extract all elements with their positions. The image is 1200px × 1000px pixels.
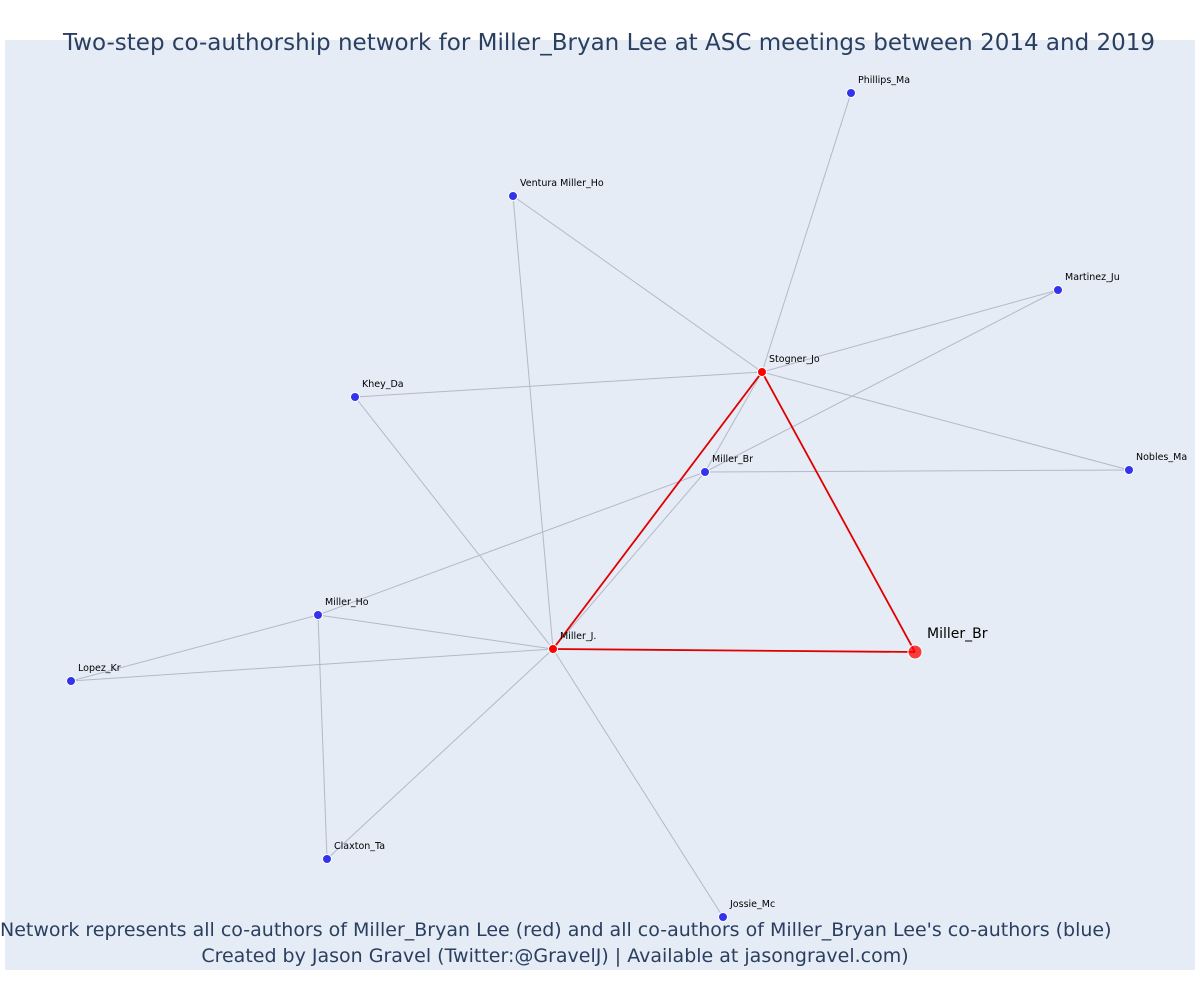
node-label-jossie: Jossie_Mc (729, 899, 775, 910)
node-label-millerbr2: Miller_Br (712, 454, 753, 465)
node-nobles[interactable] (1124, 465, 1134, 475)
node-label-martinez: Martinez_Ju (1065, 272, 1120, 283)
node-millerj[interactable] (548, 644, 558, 654)
edge-millerj-jossie (552, 648, 724, 918)
edge-millerbr2-martinez (704, 289, 1059, 473)
edge-millerbr2-nobles (704, 469, 1130, 473)
node-ego[interactable] (907, 644, 923, 660)
node-phillips[interactable] (846, 88, 856, 98)
edge-ego-millerj (552, 648, 916, 653)
node-label-ego: Miller_Br (927, 626, 988, 642)
node-lopez[interactable] (66, 676, 76, 686)
node-label-millerho: Miller_Ho (325, 597, 369, 608)
node-label-stogner: Stogner_Jo (769, 354, 820, 365)
edge-stogner-ventura (512, 195, 763, 373)
node-label-lopez: Lopez_Kr (78, 663, 121, 674)
caption-credits: Created by Jason Gravel (Twitter:@Gravel… (201, 945, 909, 967)
edge-ego-stogner (761, 371, 916, 653)
node-jossie[interactable] (718, 912, 728, 922)
node-stogner[interactable] (757, 367, 767, 377)
edge-stogner-phillips (761, 92, 852, 373)
node-label-millerj: Miller_J. (560, 631, 596, 642)
nodes-layer (66, 88, 1134, 922)
plot-background (5, 40, 1195, 970)
edge-millerj-millerho (317, 614, 554, 650)
edges-layer (70, 92, 1130, 918)
node-label-claxton: Claxton_Ta (334, 841, 385, 852)
edge-stogner-millerbr2 (704, 371, 763, 473)
edge-millerj-lopez (70, 648, 554, 682)
edge-millerj-claxton (326, 648, 554, 860)
node-claxton[interactable] (322, 854, 332, 864)
edge-millerj-millerbr2 (552, 471, 706, 650)
node-ventura[interactable] (508, 191, 518, 201)
node-label-nobles: Nobles_Ma (1136, 452, 1187, 463)
edge-stogner-nobles (761, 371, 1130, 471)
edge-millerj-khey (354, 396, 554, 650)
edge-millerho-lopez (70, 614, 319, 682)
node-millerho[interactable] (313, 610, 323, 620)
node-millerbr2[interactable] (700, 467, 710, 477)
labels-layer: Miller_Br Stogner_Jo Miller_J. Phillips_Ma V… (78, 75, 1187, 910)
edge-millerho-claxton (317, 614, 328, 860)
node-martinez[interactable] (1053, 285, 1063, 295)
edge-stogner-millerj (552, 371, 763, 650)
node-label-phillips: Phillips_Ma (858, 75, 910, 86)
node-label-khey: Khey_Da (362, 379, 404, 390)
chart-title: Two-step co-authorship network for Mille… (62, 30, 1156, 56)
edge-stogner-khey (354, 371, 763, 398)
node-khey[interactable] (350, 392, 360, 402)
caption-network-description: Network represents all co-authors of Mil… (0, 919, 1112, 941)
edge-millerbr2-millerho (317, 471, 706, 616)
node-label-ventura: Ventura Miller_Ho (520, 178, 604, 189)
edge-millerj-ventura (512, 195, 554, 650)
edge-stogner-martinez (761, 289, 1059, 373)
